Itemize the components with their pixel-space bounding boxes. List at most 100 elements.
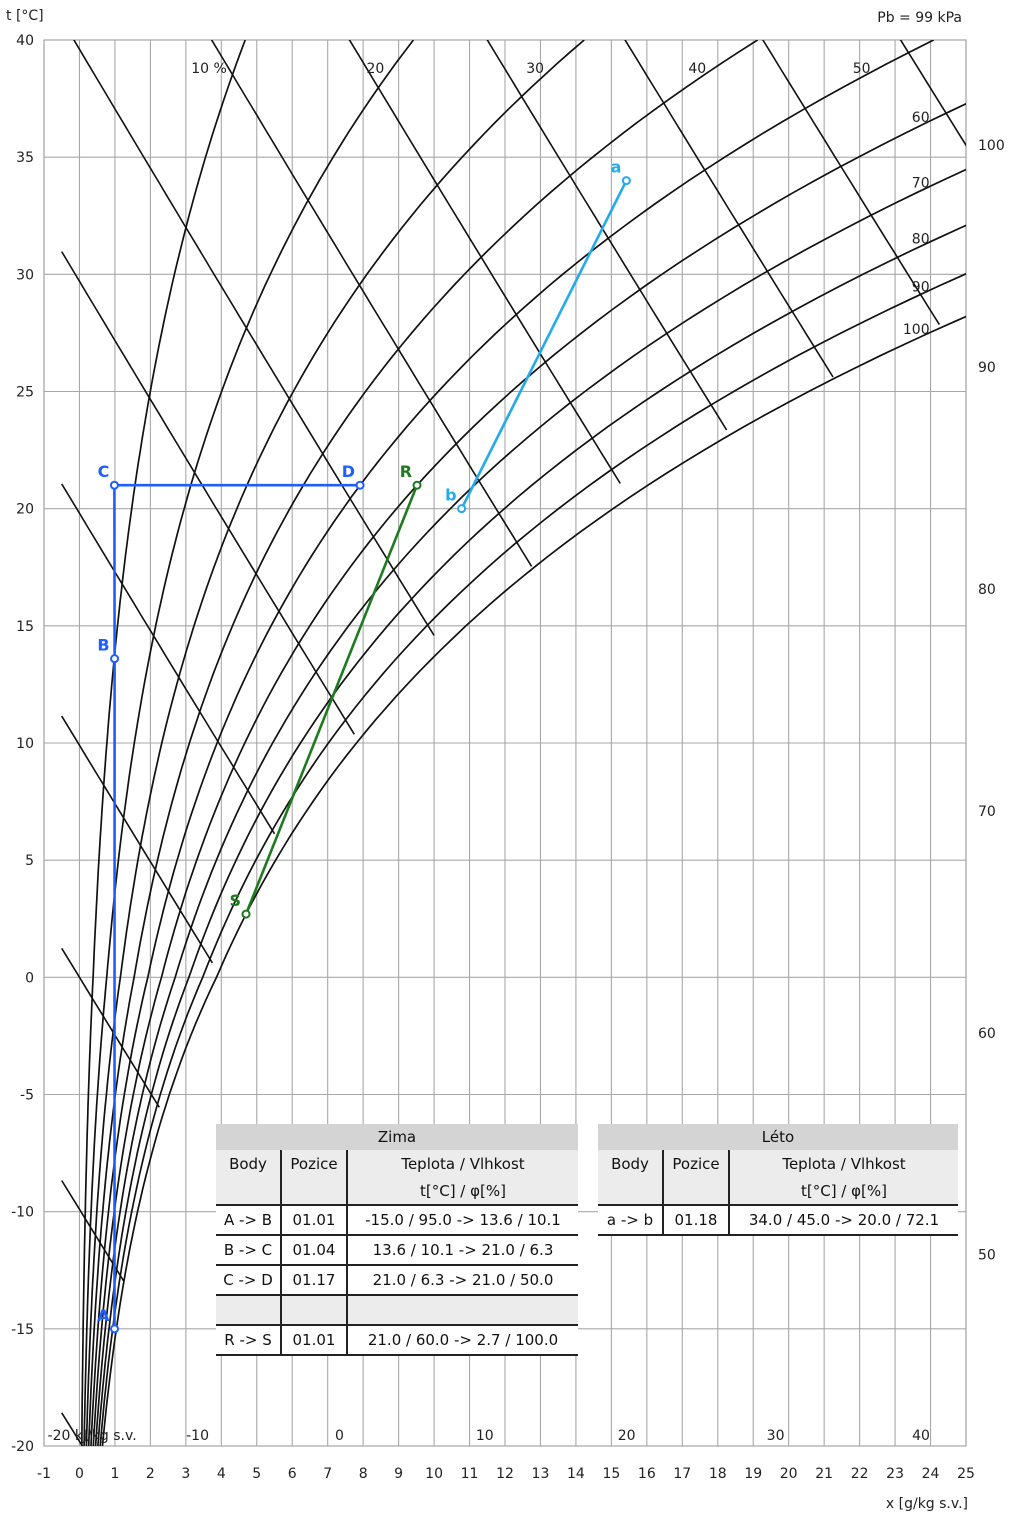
- leto-col-pozice-spacer: [662, 1178, 729, 1206]
- enthalpy-line: [899, 40, 966, 147]
- enthalpy-line: [761, 40, 941, 326]
- x-tick-label: 1: [110, 1466, 119, 1482]
- enthalpy-line: [61, 947, 160, 1108]
- x-tick-label: 10: [425, 1466, 443, 1482]
- rh-curve: [94, 168, 966, 1446]
- axis-labels: t [°C] Pb = 99 kPa x [g/kg s.v.] 10 % 20 3…: [6, 8, 1005, 1512]
- process-line: [113, 483, 361, 1329]
- x-tick-label: 14: [567, 1466, 585, 1482]
- enthalpy-line: [348, 40, 621, 484]
- y-tick-label: 10: [16, 736, 34, 752]
- x-tick-label: 13: [532, 1466, 550, 1482]
- x-tick-label: 7: [323, 1466, 332, 1482]
- x-tick-label: 18: [709, 1466, 727, 1482]
- zima-col-body-spacer: [216, 1178, 281, 1206]
- state-point: [241, 909, 251, 919]
- rh-label: 20: [366, 61, 384, 77]
- x-tick-label: 21: [815, 1466, 833, 1482]
- enthalpy-line: [61, 715, 214, 964]
- leto-col-value: Teplota / Vlhkost: [728, 1150, 958, 1178]
- enthalpy-line: [61, 251, 355, 735]
- enthalpy-right-label: 70: [978, 804, 996, 820]
- state-point-label: C: [98, 462, 110, 481]
- row-body: a -> b: [598, 1205, 663, 1236]
- x-tick-label: 6: [288, 1466, 297, 1482]
- row-body: A -> B: [216, 1205, 281, 1236]
- x-tick-label: 25: [957, 1466, 975, 1482]
- table-row: R -> S 01.01 21.0 / 60.0 -> 2.7 / 100.0: [216, 1325, 578, 1356]
- x-tick-label: 16: [638, 1466, 656, 1482]
- enthalpy-line: [61, 483, 276, 835]
- y-tick-label: 35: [16, 150, 34, 166]
- zima-col-value: Teplota / Vlhkost: [346, 1150, 578, 1178]
- row-value: 34.0 / 45.0 -> 20.0 / 72.1: [728, 1205, 958, 1236]
- pressure-label: Pb = 99 kPa: [877, 10, 962, 26]
- enthalpy-line: [73, 40, 435, 636]
- y-tick-label: -20: [11, 1439, 34, 1455]
- zima-col-pozice: Pozice: [280, 1150, 347, 1178]
- row-value: -15.0 / 95.0 -> 13.6 / 10.1: [346, 1205, 578, 1236]
- enthalpy-bottom-label: 0: [335, 1428, 344, 1444]
- rh-curve: [99, 272, 966, 1446]
- x-tick-label: 9: [394, 1466, 403, 1482]
- rh-label: 90: [912, 280, 930, 296]
- state-point: [355, 480, 365, 490]
- leto-table: Léto Body Pozice Teplota / Vlhkost t[°C]…: [598, 1124, 958, 1236]
- state-point: [109, 480, 119, 490]
- y-tick-label: -10: [11, 1205, 34, 1221]
- leto-col-body-spacer: [598, 1178, 663, 1206]
- rh-label: 10 %: [191, 61, 227, 77]
- y-tick-label: 15: [16, 619, 34, 635]
- enthalpy-lines: [61, 40, 966, 1446]
- zima-title: Zima: [216, 1124, 578, 1150]
- row-value: 13.6 / 10.1 -> 21.0 / 6.3: [346, 1235, 578, 1266]
- enthalpy-bottom-label: 40: [912, 1428, 930, 1444]
- state-point-label: D: [342, 462, 355, 481]
- row-value: 21.0 / 6.3 -> 21.0 / 50.0: [346, 1265, 578, 1296]
- enthalpy-line: [210, 40, 533, 567]
- zima-col-body: Body: [216, 1150, 281, 1178]
- y-tick-label: 5: [25, 853, 34, 869]
- relative-humidity-curves: [80, 40, 966, 1446]
- rh-label: 40: [688, 61, 706, 77]
- y-axis-title: t [°C]: [6, 8, 44, 24]
- x-tick-label: -1: [37, 1466, 51, 1482]
- enthalpy-line: [486, 40, 728, 431]
- process-lines: A B C D R Sa b: [97, 158, 631, 1334]
- row-pozice: 01.18: [662, 1205, 729, 1236]
- table-row: B -> C 01.04 13.6 / 10.1 -> 21.0 / 6.3: [216, 1235, 578, 1266]
- y-tick-label: 0: [25, 970, 34, 986]
- rh-label: 70: [912, 176, 930, 192]
- row-pozice: 01.01: [280, 1205, 347, 1236]
- zima-col-units: t[°C] / φ[%]: [346, 1178, 578, 1206]
- x-tick-label: 2: [146, 1466, 155, 1482]
- rh-label: 80: [912, 231, 930, 247]
- leto-col-body: Body: [598, 1150, 663, 1178]
- enthalpy-right-label: 90: [978, 360, 996, 376]
- row-body: R -> S: [216, 1325, 281, 1356]
- x-tick-label: 0: [75, 1466, 84, 1482]
- enthalpy-bottom-label: -10: [186, 1428, 209, 1444]
- enthalpy-right-label: 80: [978, 582, 996, 598]
- x-tick-label: 4: [217, 1466, 226, 1482]
- empty-cell: [346, 1295, 578, 1326]
- x-tick-label: 12: [496, 1466, 514, 1482]
- state-point: [621, 176, 631, 186]
- row-body: C -> D: [216, 1265, 281, 1296]
- enthalpy-bottom-label: 10: [476, 1428, 494, 1444]
- x-tick-label: 23: [886, 1466, 904, 1482]
- enthalpy-bottom-label: 30: [767, 1428, 785, 1444]
- row-body: B -> C: [216, 1235, 281, 1266]
- y-tick-label: 30: [16, 267, 34, 283]
- process-line: [460, 180, 628, 510]
- leto-col-pozice: Pozice: [662, 1150, 729, 1178]
- process-line: [244, 484, 419, 915]
- state-point-label: A: [97, 1306, 110, 1325]
- tick-labels: -1 0 1 2 3 4 5 6 7 8 9 10 11 12 13 14 15 16 17 18 19 20 21 22 23…: [11, 33, 975, 1482]
- x-tick-label: 8: [359, 1466, 368, 1482]
- rh-curve: [90, 40, 935, 1446]
- state-point-label: S: [230, 891, 242, 910]
- empty-cell: [280, 1295, 347, 1326]
- table-row: A -> B 01.01 -15.0 / 95.0 -> 13.6 / 10.1: [216, 1205, 578, 1236]
- enthalpy-line: [61, 1412, 84, 1446]
